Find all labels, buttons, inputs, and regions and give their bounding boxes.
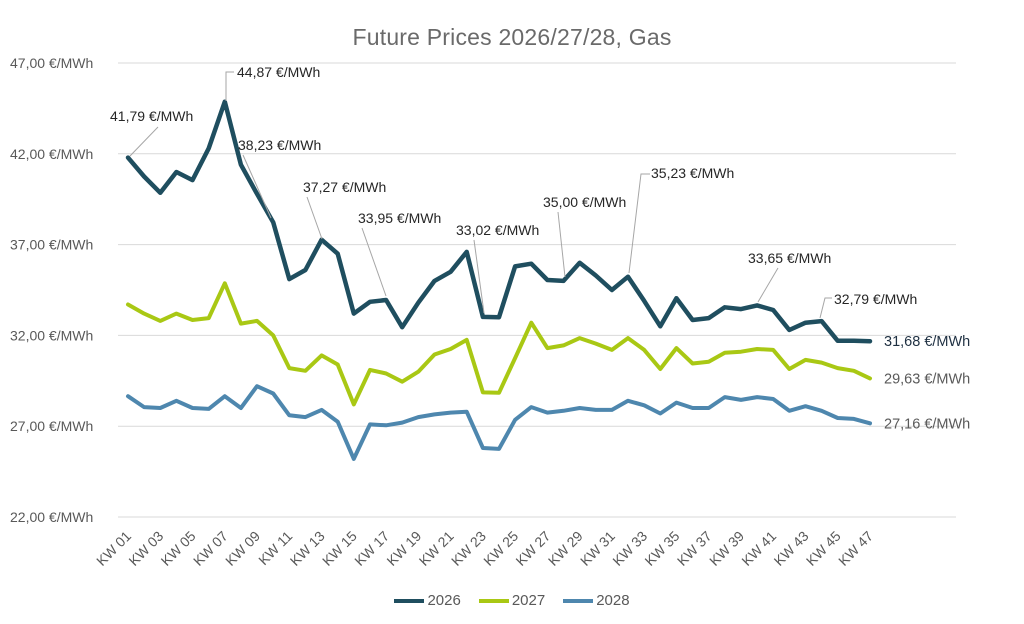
legend-swatch-2026	[394, 598, 425, 603]
x-axis-tick-label: KW 15	[319, 528, 360, 569]
x-axis-tick-label: KW 29	[545, 528, 586, 569]
chart-title: Future Prices 2026/27/28, Gas	[352, 24, 672, 50]
legend-swatch-2027	[478, 598, 509, 603]
x-axis-tick-label: KW 37	[674, 528, 715, 569]
x-axis-tick-label: KW 31	[577, 528, 618, 569]
series-end-value-label: 31,68 €/MWh	[884, 334, 970, 350]
x-axis-tick-label: KW 45	[803, 528, 844, 569]
chart-legend: 2026 2027 2028	[0, 592, 1024, 609]
x-axis-tick-label: KW 27	[512, 528, 553, 569]
series-line-2026	[125, 99, 873, 344]
x-axis-tick-label: KW 35	[641, 528, 682, 569]
annotation-leader-line	[306, 196, 323, 240]
y-axis-tick-label: 47,00 €/MWh	[10, 55, 93, 71]
x-axis-tick-label: KW 11	[255, 528, 295, 568]
legend-label: 2028	[596, 592, 630, 609]
annotation-value-label: 37,27 €/MWh	[303, 179, 386, 195]
x-axis-tick-label: KW 09	[222, 528, 263, 569]
legend-item-2028: 2028	[563, 592, 630, 609]
y-axis-tick-label: 37,00 €/MWh	[10, 237, 93, 253]
annotation-value-label: 33,95 €/MWh	[358, 210, 441, 226]
x-axis-tick-label: KW 25	[480, 528, 521, 569]
x-axis-tick-label: KW 33	[609, 528, 650, 569]
annotation-value-label: 35,23 €/MWh	[651, 165, 734, 181]
legend-item-2026: 2026	[394, 592, 461, 609]
x-axis-tick-label: KW 43	[771, 528, 812, 569]
x-axis-tick-label: KW 07	[190, 528, 231, 569]
x-axis-tick-label: KW 21	[416, 528, 457, 569]
annotation-value-label: 33,65 €/MWh	[748, 250, 831, 266]
x-axis-tick-label: KW 47	[835, 528, 876, 569]
annotation-leader-line	[225, 71, 234, 101]
x-axis-tick-label: KW 23	[448, 528, 489, 569]
annotation-leader-line	[628, 173, 650, 274]
annotation-leader-line	[819, 297, 832, 319]
series-end-value-label: 29,63 €/MWh	[884, 371, 970, 387]
x-axis-tick-label: KW 19	[383, 528, 424, 569]
x-axis-tick-label: KW 03	[125, 528, 166, 569]
y-axis-tick-label: 27,00 €/MWh	[10, 418, 93, 434]
annotation-leader-line	[129, 126, 159, 157]
x-axis-tick-label: KW 01	[93, 528, 134, 569]
annotation-value-label: 32,79 €/MWh	[834, 291, 917, 307]
x-axis-tick-label: KW 17	[351, 528, 392, 569]
y-axis-tick-label: 22,00 €/MWh	[10, 509, 93, 525]
y-axis-tick-label: 42,00 €/MWh	[10, 146, 93, 162]
y-axis-tick-label: 32,00 €/MWh	[10, 327, 93, 343]
annotation-leader-line	[473, 239, 485, 314]
x-axis-tick-label: KW 41	[738, 528, 779, 569]
legend-label: 2026	[427, 592, 461, 609]
annotation-leader-line	[242, 154, 272, 219]
series-end-value-label: 27,16 €/MWh	[884, 416, 970, 432]
legend-label: 2027	[511, 592, 546, 609]
x-axis-tick-label: KW 13	[287, 528, 328, 569]
x-axis-tick-label: KW 05	[158, 528, 199, 569]
annotation-value-label: 38,23 €/MWh	[238, 137, 321, 153]
series-line-2027	[126, 281, 872, 407]
annotation-value-label: 41,79 €/MWh	[110, 108, 193, 124]
annotation-value-label: 44,87 €/MWh	[237, 64, 320, 80]
series-line-2028	[126, 384, 872, 461]
legend-item-2027: 2027	[478, 592, 546, 609]
legend-swatch-2028	[563, 598, 594, 603]
annotation-value-label: 33,02 €/MWh	[456, 222, 539, 238]
annotation-leader-line	[557, 211, 566, 278]
annotation-leader-line	[757, 267, 779, 303]
annotation-value-label: 35,00 €/MWh	[543, 194, 626, 210]
x-axis-tick-label: KW 39	[706, 528, 747, 569]
annotation-leader-line	[361, 227, 387, 297]
